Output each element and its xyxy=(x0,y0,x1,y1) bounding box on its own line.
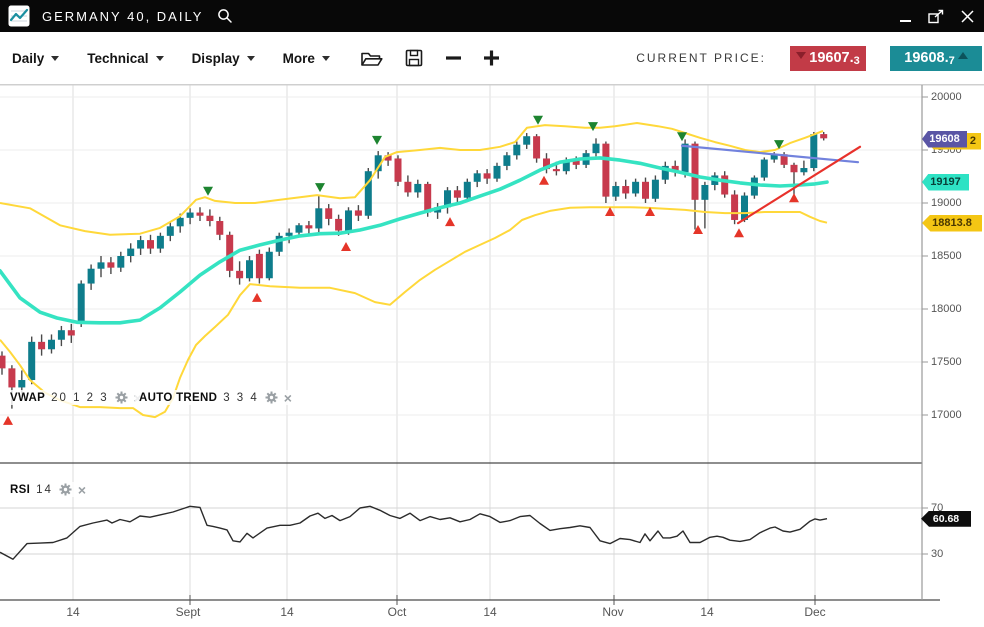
gear-icon[interactable] xyxy=(265,391,278,404)
menu-more[interactable]: More xyxy=(283,51,330,66)
vwap-legend-name: VWAP xyxy=(10,391,46,404)
price-axis-label: 17500 xyxy=(931,356,962,368)
rsi-legend: RSI 14 × xyxy=(6,481,91,498)
save-icon[interactable] xyxy=(404,48,424,68)
last-price-badge: 19608 xyxy=(922,130,967,148)
search-icon[interactable] xyxy=(217,8,233,24)
open-folder-icon[interactable] xyxy=(360,49,383,68)
price-axis-label: 19000 xyxy=(931,197,962,209)
zoom-out-icon[interactable] xyxy=(445,49,462,67)
time-axis-label: Oct xyxy=(387,605,407,619)
vwap-legend-params: 20 1 2 3 xyxy=(51,391,109,404)
gear-icon[interactable] xyxy=(115,391,128,404)
popout-window-icon[interactable] xyxy=(928,9,945,24)
chevron-down-icon xyxy=(155,56,164,61)
vwap-legend: VWAP 20 1 2 3 × xyxy=(6,390,146,405)
menu-technical[interactable]: Technical xyxy=(87,50,164,66)
rsi-value-badge: 60.68 xyxy=(921,510,971,527)
menu-display[interactable]: Display xyxy=(192,51,255,66)
menu-label: Daily xyxy=(12,50,45,66)
menu-label: More xyxy=(282,50,315,66)
sell-price-button[interactable]: 19607. 3 xyxy=(790,45,866,71)
menu-label: Technical xyxy=(87,50,149,66)
auto-trend-legend-params: 3 3 4 xyxy=(223,391,259,404)
menu-label: Display xyxy=(191,50,240,66)
time-axis-label: 14 xyxy=(66,605,80,619)
time-axis-label: Sept xyxy=(175,605,201,619)
price-axis-label: 18500 xyxy=(931,250,962,262)
vwap-price-badge: 19197 xyxy=(922,173,969,191)
rsi-axis-label: 30 xyxy=(931,548,944,560)
buy-price-decimal: 7 xyxy=(948,54,955,67)
menu-daily[interactable]: Daily xyxy=(12,50,60,66)
auto-trend-legend: AUTO TREND 3 3 4 × xyxy=(135,390,296,405)
close-icon[interactable] xyxy=(961,9,974,23)
time-axis-label: 14 xyxy=(483,605,497,619)
price-axis-label: 17000 xyxy=(931,409,962,421)
price-down-arrow-icon xyxy=(796,51,807,59)
time-axis-label: Nov xyxy=(602,605,624,619)
buy-price-value: 19608. xyxy=(904,50,949,66)
app-logo-icon xyxy=(8,5,30,27)
toolbar: Daily Technical Display More CURRENT PRICE: xyxy=(0,32,984,85)
chevron-down-icon xyxy=(321,56,330,61)
close-indicator-icon[interactable]: × xyxy=(77,481,87,498)
chevron-down-icon xyxy=(51,56,60,61)
buy-price-button[interactable]: 19608. 7 xyxy=(890,45,982,71)
price-axis-label: 18000 xyxy=(931,303,962,315)
chevron-down-icon xyxy=(246,56,255,61)
time-axis-label: 14 xyxy=(280,605,294,619)
price-up-arrow-icon xyxy=(957,51,968,59)
rsi-legend-name: RSI xyxy=(10,483,31,496)
minimize-icon[interactable] xyxy=(899,9,912,23)
chart-title: GERMANY 40, DAILY xyxy=(42,8,204,24)
time-axis-label: Dec xyxy=(804,605,826,619)
price-axis-label: 20000 xyxy=(931,91,962,103)
sell-price-value: 19607. xyxy=(809,50,854,66)
gear-icon[interactable] xyxy=(59,483,72,496)
zoom-in-icon[interactable] xyxy=(483,49,500,67)
toolbar-menus: Daily Technical Display More xyxy=(12,51,330,66)
close-indicator-icon[interactable]: × xyxy=(283,389,292,406)
time-axis-label: 14 xyxy=(700,605,714,619)
lower-band-badge: 18813.8 xyxy=(922,214,982,232)
current-price-label: CURRENT PRICE: xyxy=(636,51,766,65)
auto-trend-legend-name: AUTO TREND xyxy=(139,391,218,404)
sell-price-decimal: 3 xyxy=(853,54,860,67)
rsi-legend-params: 14 xyxy=(36,483,53,496)
titlebar: GERMANY 40, DAILY xyxy=(0,0,984,32)
